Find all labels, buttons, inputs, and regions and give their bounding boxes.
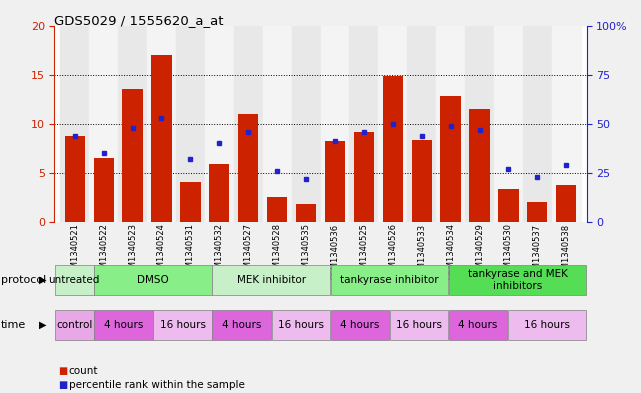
Bar (60, 26, 89, 222)
Bar (412, 140, 432, 222)
Text: tankyrase and MEK
inhibitors: tankyrase and MEK inhibitors (468, 269, 567, 291)
Bar (94, 265, 212, 295)
Bar (54, 265, 94, 295)
Bar (65, 136, 85, 222)
Bar (205, 26, 234, 222)
Bar (153, 310, 212, 340)
Text: 4 hours: 4 hours (222, 320, 262, 330)
Text: GDS5029 / 1555620_a_at: GDS5029 / 1555620_a_at (54, 14, 224, 27)
Text: control: control (56, 320, 92, 330)
Bar (349, 26, 378, 222)
Bar (180, 182, 201, 222)
Text: 16 hours: 16 hours (160, 320, 206, 330)
Text: 16 hours: 16 hours (396, 320, 442, 330)
Bar (122, 89, 143, 222)
Bar (378, 26, 407, 222)
Bar (440, 96, 461, 222)
Bar (354, 132, 374, 222)
Bar (296, 204, 316, 222)
Bar (54, 310, 94, 340)
Text: 4 hours: 4 hours (340, 320, 379, 330)
Bar (465, 26, 494, 222)
Bar (94, 310, 153, 340)
Bar (469, 109, 490, 222)
Text: tankyrase inhibitor: tankyrase inhibitor (340, 275, 439, 285)
Text: untreated: untreated (49, 275, 100, 285)
Text: 16 hours: 16 hours (278, 320, 324, 330)
Text: count: count (69, 366, 98, 376)
Bar (94, 158, 113, 222)
Bar (552, 26, 581, 222)
Bar (449, 265, 587, 295)
Text: 4 hours: 4 hours (104, 320, 143, 330)
Bar (238, 114, 258, 222)
Text: protocol: protocol (1, 275, 46, 285)
Bar (176, 26, 205, 222)
Bar (212, 310, 271, 340)
Bar (292, 26, 320, 222)
Bar (508, 310, 587, 340)
Bar (263, 26, 292, 222)
Bar (331, 265, 448, 295)
Bar (383, 75, 403, 222)
Text: 4 hours: 4 hours (458, 320, 498, 330)
Text: time: time (1, 320, 26, 330)
Bar (528, 202, 547, 222)
Text: ■: ■ (58, 366, 67, 376)
Text: 16 hours: 16 hours (524, 320, 570, 330)
Bar (390, 310, 448, 340)
Text: ▶: ▶ (39, 320, 47, 330)
Bar (234, 26, 263, 222)
Text: ■: ■ (58, 380, 67, 390)
Bar (331, 310, 389, 340)
Text: DMSO: DMSO (137, 275, 169, 285)
Bar (272, 310, 330, 340)
Bar (89, 26, 118, 222)
Bar (407, 26, 436, 222)
Bar (267, 197, 287, 222)
Bar (212, 265, 330, 295)
Bar (147, 26, 176, 222)
Bar (523, 26, 552, 222)
Bar (325, 141, 345, 222)
Bar (151, 55, 172, 222)
Bar (556, 185, 576, 222)
Bar (449, 310, 508, 340)
Bar (320, 26, 349, 222)
Bar (494, 26, 523, 222)
Bar (118, 26, 147, 222)
Text: ▶: ▶ (39, 275, 47, 285)
Text: MEK inhibitor: MEK inhibitor (237, 275, 306, 285)
Bar (436, 26, 465, 222)
Bar (209, 164, 229, 222)
Text: percentile rank within the sample: percentile rank within the sample (69, 380, 244, 390)
Bar (498, 189, 519, 222)
